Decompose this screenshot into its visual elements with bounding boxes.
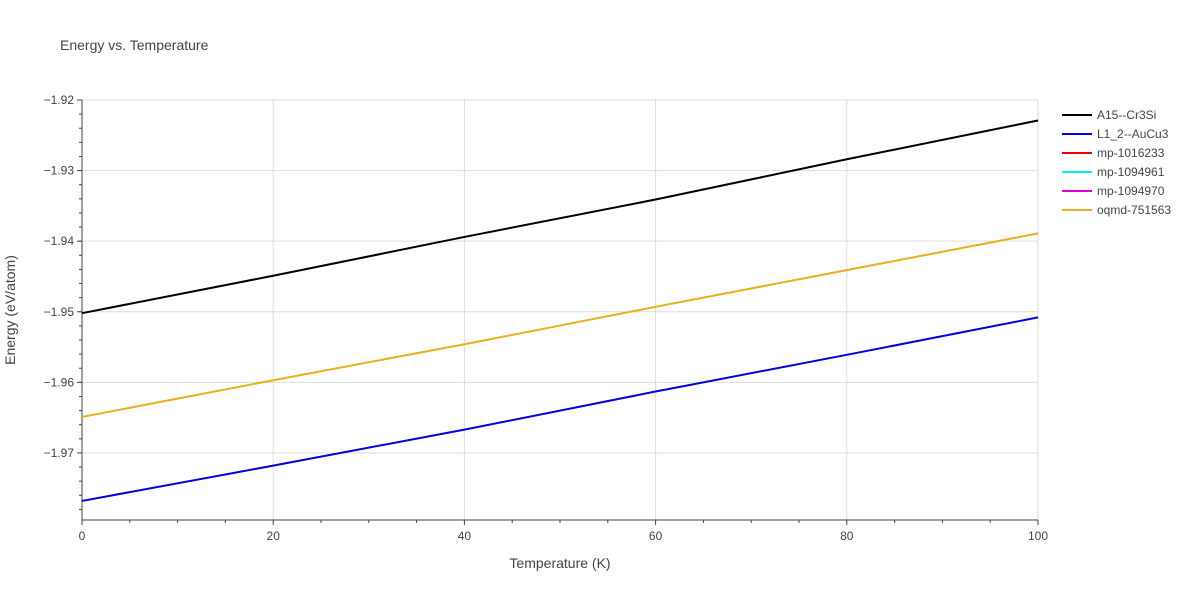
legend: A15--Cr3Si L1_2--AuCu3 mp-1016233 mp-109496… — [1062, 108, 1171, 217]
x-tick-label: 60 — [649, 529, 663, 543]
legend-label: L1_2--AuCu3 — [1097, 127, 1169, 141]
legend-label: mp-1016233 — [1097, 146, 1165, 160]
axes-layer — [77, 99, 1039, 525]
legend-label: oqmd-751563 — [1097, 203, 1171, 217]
x-tick-label: 100 — [1028, 529, 1048, 543]
y-tick-label: −1.95 — [44, 305, 75, 319]
x-tick-label: 0 — [79, 529, 86, 543]
legend-item[interactable]: L1_2--AuCu3 — [1062, 127, 1169, 141]
legend-label: A15--Cr3Si — [1097, 108, 1156, 122]
series-line-l1-2-aucu3 — [81, 316, 1039, 502]
legend-label: mp-1094970 — [1097, 184, 1165, 198]
y-tick-label: −1.96 — [44, 375, 75, 389]
series-layer — [81, 119, 1039, 502]
y-tick-label: −1.92 — [44, 93, 75, 107]
series-line-oqmd-751563 — [81, 232, 1039, 418]
y-axis-title: Energy (eV/atom) — [2, 255, 18, 365]
legend-item[interactable]: oqmd-751563 — [1062, 203, 1171, 217]
x-tick-label: 80 — [840, 529, 854, 543]
x-tick-label: 20 — [267, 529, 281, 543]
legend-label: mp-1094961 — [1097, 165, 1165, 179]
x-tick-label: 40 — [458, 529, 472, 543]
y-tick-label: −1.94 — [44, 234, 75, 248]
chart-title: Energy vs. Temperature — [60, 37, 209, 53]
legend-item[interactable]: mp-1094970 — [1062, 184, 1165, 198]
grid-layer — [82, 99, 1039, 520]
legend-item[interactable]: mp-1016233 — [1062, 146, 1165, 160]
y-tick-label: −1.93 — [44, 164, 75, 178]
tick-label-layer: 0 20 40 60 80 100 −1.97 −1.96 −1.95 −1.94 −1.93 −1.… — [44, 93, 1049, 543]
legend-item[interactable]: mp-1094961 — [1062, 165, 1165, 179]
legend-item[interactable]: A15--Cr3Si — [1062, 108, 1156, 122]
y-tick-label: −1.97 — [44, 446, 75, 460]
x-axis-title: Temperature (K) — [509, 555, 610, 571]
series-line-a15-cr3si — [81, 119, 1039, 315]
